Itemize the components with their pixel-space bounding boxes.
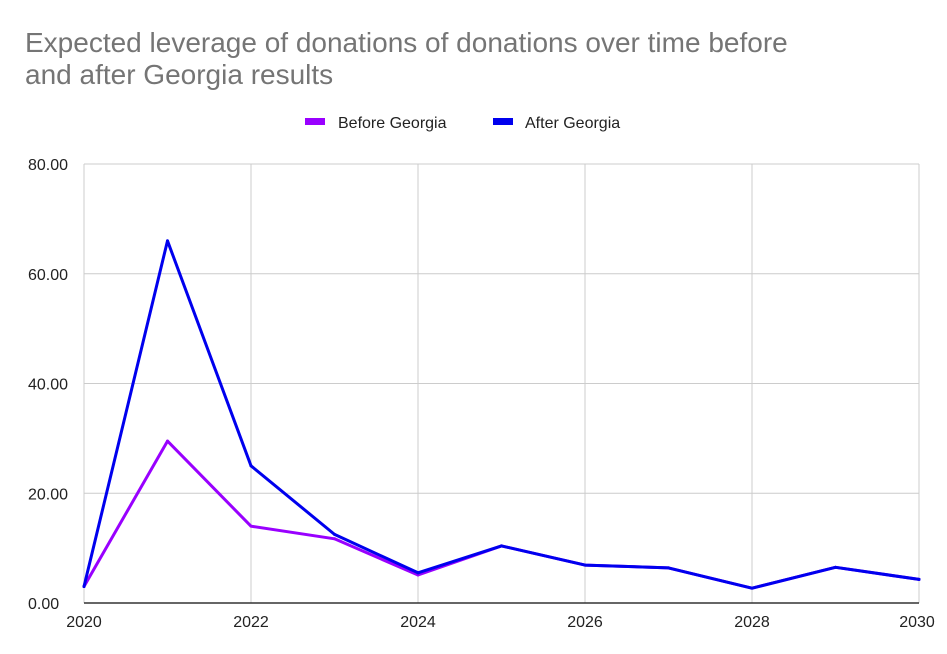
data-point-before-georgia xyxy=(249,524,253,528)
data-point-after-georgia xyxy=(750,586,754,590)
legend-swatch-after-georgia xyxy=(493,118,513,125)
data-point-after-georgia xyxy=(416,571,420,575)
y-tick-label: 40.00 xyxy=(28,377,68,394)
y-tick-label: 20.00 xyxy=(28,486,68,503)
x-tick-label: 2030 xyxy=(899,614,935,631)
x-tick-label: 2028 xyxy=(734,614,770,631)
series-line-after-georgia xyxy=(82,239,921,590)
y-tick-label: 0.00 xyxy=(28,596,59,613)
x-tick-label: 2020 xyxy=(66,614,102,631)
data-point-after-georgia xyxy=(166,239,169,243)
data-point-after-georgia xyxy=(249,464,253,468)
data-point-after-georgia xyxy=(82,585,86,589)
chart-title-line-2: and after Georgia results xyxy=(25,59,333,90)
data-point-after-georgia xyxy=(583,563,587,567)
data-point-after-georgia xyxy=(333,532,336,536)
x-tick-label: 2026 xyxy=(567,614,603,631)
data-point-after-georgia xyxy=(834,565,837,569)
chart-title-line-1: Expected leverage of donations of donati… xyxy=(25,27,788,58)
tick-labels: 0.00 20.00 40.00 60.00 80.00 2020 2022 2024 2026… xyxy=(28,157,935,631)
series-lines xyxy=(82,239,921,590)
legend-item-after-georgia[interactable]: After Georgia xyxy=(493,115,620,132)
legend: Before Georgia After Georgia xyxy=(305,115,620,132)
data-point-after-georgia xyxy=(500,544,503,548)
data-point-after-georgia xyxy=(667,566,670,570)
x-tick-label: 2024 xyxy=(400,614,436,631)
legend-item-before-georgia[interactable]: Before Georgia xyxy=(305,115,447,132)
data-point-before-georgia xyxy=(416,573,420,577)
legend-label-after-georgia: After Georgia xyxy=(525,115,620,132)
data-point-before-georgia xyxy=(166,439,169,443)
gridlines xyxy=(83,163,920,603)
y-tick-label: 60.00 xyxy=(28,267,68,284)
y-tick-label: 80.00 xyxy=(28,157,68,174)
legend-label-before-georgia: Before Georgia xyxy=(338,115,447,132)
x-tick-label: 2022 xyxy=(233,614,269,631)
data-point-before-georgia xyxy=(333,537,336,541)
series-line-before-georgia xyxy=(82,439,921,590)
legend-swatch-before-georgia xyxy=(305,118,325,125)
data-point-after-georgia xyxy=(917,577,921,581)
